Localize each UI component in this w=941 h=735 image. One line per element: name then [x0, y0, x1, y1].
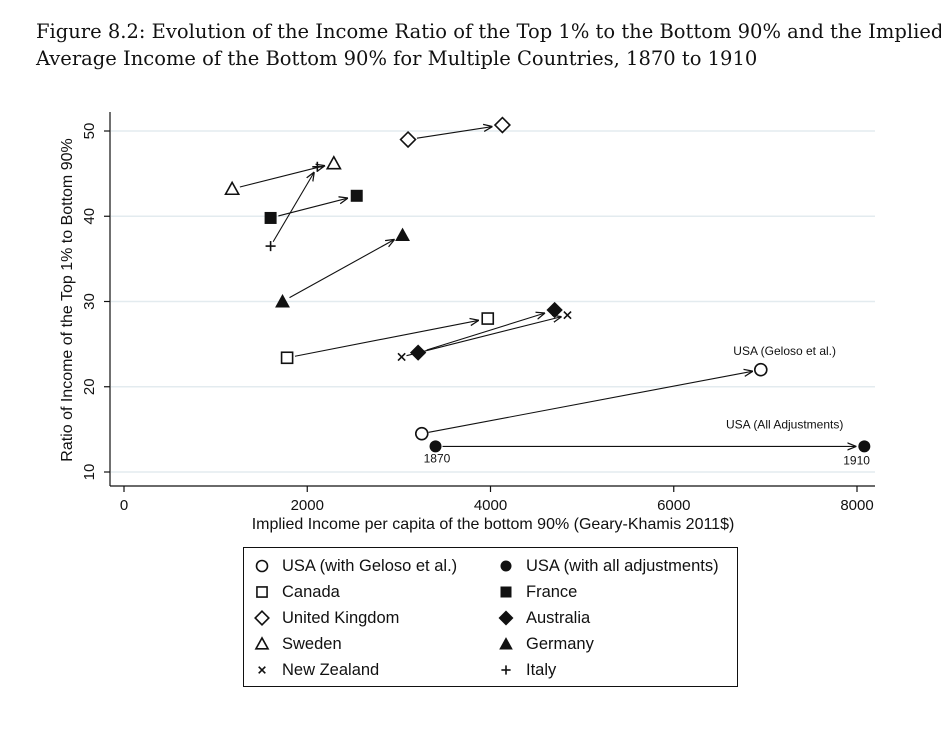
legend-symbol-united-kingdom [254, 610, 270, 626]
legend-item-usa-with-geloso-et-al: USA (with Geloso et al.) [254, 554, 457, 578]
legend-symbol-italy [501, 665, 511, 675]
axes: 10 20 30 40 50 0 2000 4000 6000 8000 [81, 112, 875, 514]
x-tick-label-6000: 6000 [657, 497, 690, 514]
x-axis-title: Implied Income per capita of the bottom … [252, 516, 735, 533]
arrow-usa-with-geloso-et-al [428, 371, 753, 433]
legend-item-germany: Germany [498, 632, 594, 656]
legend-label: USA (with Geloso et al.) [282, 556, 458, 575]
legend-marker-plus [501, 665, 511, 675]
arrow-canada [294, 320, 479, 357]
point-germany-1910 [395, 227, 410, 241]
annotation-usa-all-adjustments: USA (All Adjustments) [726, 418, 843, 432]
legend-marker-square-open [256, 586, 268, 598]
legend-item-canada: Canada [254, 580, 340, 604]
legend-marker-triangle-open [254, 636, 270, 650]
figure-title: Figure 8.2: Evolution of the Income Rati… [36, 18, 941, 72]
legend-label: United Kingdom [282, 608, 400, 627]
legend-label: Italy [526, 660, 557, 679]
annotation-1870: 1870 [424, 452, 451, 466]
legend-label: France [526, 582, 578, 601]
point-usa-with-geloso-et-al-1870 [414, 426, 429, 441]
point-new-zealand-1870 [397, 352, 406, 362]
legend-label: Australia [526, 608, 591, 627]
annotation-usa-geloso-et-al: USA (Geloso et al.) [733, 344, 836, 358]
point-usa-with-all-adjustments-1910 [858, 440, 871, 453]
legend-symbol-usa-with-all-adjustments [500, 560, 512, 572]
legend-item-united-kingdom: United Kingdom [254, 606, 399, 630]
figure-title-line-1: Figure 8.2: Evolution of the Income Rati… [36, 20, 941, 43]
legend-label: Canada [282, 582, 340, 601]
legend-marker-x [258, 666, 266, 674]
legend-item-australia: Australia [498, 606, 590, 630]
point-france-1870 [264, 211, 277, 224]
point-italy-1910 [312, 161, 323, 172]
legend-symbol-germany [499, 637, 513, 650]
point-australia-1870 [409, 344, 427, 361]
legend-marker-circle-filled [500, 560, 512, 572]
legend-marker-diamond-open [254, 610, 270, 626]
arrow-sweden [239, 166, 325, 188]
y-tick-label-20: 20 [81, 378, 98, 395]
figure-title-line-2: Average Income of the Bottom 90% for Mul… [36, 47, 758, 70]
legend-label: USA (with all adjustments) [526, 556, 719, 575]
legend-item-sweden: Sweden [254, 632, 342, 656]
legend-marker-diamond-filled [498, 610, 514, 626]
arrow-germany [289, 239, 395, 299]
arrow-australia [426, 313, 545, 351]
point-germany-1870 [275, 294, 290, 308]
annotations: USA (Geloso et al.) USA (All Adjustments)… [424, 344, 871, 467]
chart-legend: USA (with Geloso et al.) USA (with all ad… [243, 547, 738, 687]
point-sweden-1870 [224, 180, 241, 196]
legend-marker-triangle-filled [499, 637, 513, 650]
x-tick-label-2000: 2000 [291, 497, 324, 514]
point-sweden-1910 [325, 155, 342, 170]
point-france-1910 [350, 189, 363, 202]
legend-marker-circle-open [255, 559, 269, 573]
point-canada-1870 [280, 351, 294, 365]
legend-item-france: France [498, 580, 577, 604]
y-tick-label-10: 10 [81, 464, 98, 481]
x-tick-label-4000: 4000 [474, 497, 507, 514]
point-australia-1910 [546, 301, 563, 319]
legend-label: Germany [526, 634, 594, 653]
point-usa-with-all-adjustments-1870 [429, 440, 442, 453]
x-tick-label-0: 0 [120, 497, 128, 514]
point-canada-1910 [481, 312, 495, 325]
point-italy-1870 [265, 241, 276, 252]
point-united-kingdom-1910 [493, 116, 511, 134]
point-usa-with-geloso-et-al-1910 [753, 362, 768, 377]
arrow-new-zealand [406, 317, 561, 357]
point-united-kingdom-1870 [399, 130, 417, 149]
legend-item-usa-with-all-adjustments: USA (with all adjustments) [498, 554, 719, 578]
legend-label: Sweden [282, 634, 342, 653]
arrow-france [278, 198, 348, 217]
data-points [224, 116, 871, 453]
annotation-1910: 1910 [843, 453, 870, 467]
legend-item-new-zealand: New Zealand [254, 658, 379, 682]
legend-label: New Zealand [282, 660, 380, 679]
x-tick-label-8000: 8000 [840, 497, 873, 514]
y-tick-label-40: 40 [81, 208, 98, 225]
legend-symbol-usa-with-geloso-et-al [255, 559, 269, 573]
legend-symbol-france [500, 586, 512, 598]
y-tick-label-50: 50 [81, 123, 98, 140]
y-tick-label-30: 30 [81, 293, 98, 310]
legend-item-italy: Italy [498, 658, 556, 682]
arrows [239, 127, 857, 447]
legend-symbol-new-zealand [258, 666, 266, 674]
legend-symbol-australia [498, 610, 514, 626]
arrow-united-kingdom [416, 127, 493, 139]
legend-marker-square-filled [500, 586, 512, 598]
point-new-zealand-1910 [563, 310, 572, 320]
legend-symbol-canada [256, 586, 268, 598]
legend-symbol-sweden [254, 636, 270, 650]
y-axis-title: Ratio of Income of the Top 1% to Bottom … [59, 138, 76, 461]
arrow-italy [272, 172, 314, 243]
